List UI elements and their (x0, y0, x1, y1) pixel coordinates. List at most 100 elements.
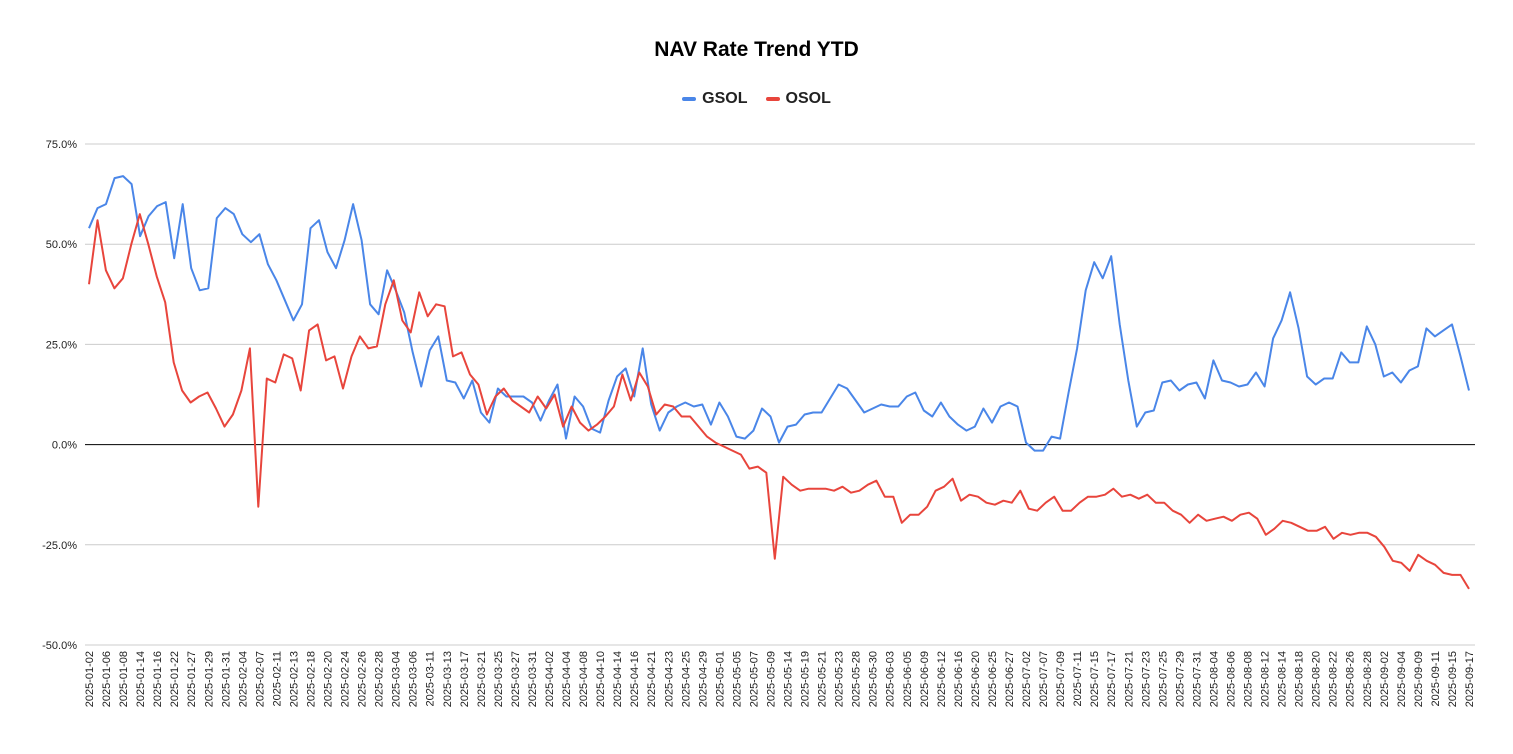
x-tick-label: 2025-09-15 (1447, 651, 1459, 707)
x-tick-label: 2025-03-31 (527, 651, 539, 707)
x-tick-label: 2025-02-18 (305, 651, 317, 707)
x-tick-label: 2025-02-26 (357, 651, 369, 707)
y-tick-label: -25.0% (42, 540, 77, 552)
x-tick-label: 2025-07-25 (1157, 651, 1169, 707)
x-tick-label: 2025-04-14 (612, 651, 624, 707)
x-tick-label: 2025-08-04 (1208, 651, 1220, 707)
x-tick-label: 2025-09-17 (1464, 651, 1476, 707)
x-tick-label: 2025-08-18 (1294, 651, 1306, 707)
x-tick-label: 2025-09-02 (1379, 651, 1391, 707)
x-tick-label: 2025-02-04 (237, 651, 249, 707)
x-tick-label: 2025-03-25 (493, 651, 505, 707)
x-tick-label: 2025-01-29 (203, 651, 215, 707)
y-tick-label: 0.0% (52, 440, 77, 452)
x-tick-label: 2025-07-29 (1174, 651, 1186, 707)
x-tick-label: 2025-02-24 (340, 651, 352, 707)
series-line-osol (88, 213, 1470, 590)
x-tick-label: 2025-06-16 (953, 651, 965, 707)
x-tick-label: 2025-09-04 (1396, 651, 1408, 707)
y-tick-label: 75.0% (46, 139, 77, 151)
x-tick-label: 2025-08-26 (1345, 651, 1357, 707)
x-tick-label: 2025-03-04 (391, 651, 403, 707)
x-tick-label: 2025-04-16 (629, 651, 641, 707)
x-tick-label: 2025-05-09 (765, 651, 777, 707)
y-axis-ticks: 75.0% 50.0% 25.0% 0.0% -25.0% -50.0% (42, 139, 77, 652)
series-line-gsol (88, 175, 1470, 452)
x-tick-label: 2025-06-25 (987, 651, 999, 707)
x-tick-label: 2025-04-21 (646, 651, 658, 707)
x-tick-label: 2025-04-25 (680, 651, 692, 707)
x-tick-label: 2025-09-09 (1413, 651, 1425, 707)
x-tick-label: 2025-05-23 (834, 651, 846, 707)
x-tick-label: 2025-05-05 (731, 651, 743, 707)
x-tick-label: 2025-05-07 (748, 651, 760, 707)
x-tick-label: 2025-04-10 (595, 651, 607, 707)
legend-item-gsol[interactable]: GSOL (682, 90, 748, 108)
x-tick-label: 2025-02-20 (323, 651, 335, 707)
x-tick-label: 2025-03-27 (510, 651, 522, 707)
y-tick-label: -50.0% (42, 640, 77, 652)
x-tick-label: 2025-01-16 (152, 651, 164, 707)
x-tick-label: 2025-05-14 (783, 651, 795, 707)
x-tick-label: 2025-08-28 (1362, 651, 1374, 707)
x-tick-label: 2025-03-13 (442, 651, 454, 707)
x-tick-label: 2025-03-17 (459, 651, 471, 707)
y-tick-label: 25.0% (46, 339, 77, 351)
legend-label-osol: OSOL (785, 90, 831, 107)
x-tick-label: 2025-08-20 (1311, 651, 1323, 707)
x-tick-label: 2025-07-17 (1106, 651, 1118, 707)
x-tick-label: 2025-05-30 (868, 651, 880, 707)
x-tick-label: 2025-06-20 (970, 651, 982, 707)
legend-swatch-gsol (682, 97, 697, 101)
x-tick-label: 2025-07-09 (1055, 651, 1067, 707)
x-axis-ticks: 2025-01-02 2025-01-06 2025-01-08 2025-01-14… (84, 651, 1476, 707)
x-tick-label: 2025-03-06 (408, 651, 420, 707)
x-tick-label: 2025-03-11 (425, 651, 437, 706)
x-tick-label: 2025-01-22 (169, 651, 181, 707)
x-tick-label: 2025-04-23 (663, 651, 675, 707)
x-tick-label: 2025-01-08 (118, 651, 130, 707)
x-tick-label: 2025-02-13 (288, 651, 300, 707)
x-tick-label: 2025-05-19 (800, 651, 812, 707)
x-tick-label: 2025-08-22 (1328, 651, 1340, 707)
x-tick-label: 2025-07-11 (1072, 651, 1084, 706)
x-tick-label: 2025-04-02 (544, 651, 556, 707)
x-tick-label: 2025-05-01 (714, 651, 726, 707)
legend-swatch-osol (765, 97, 780, 101)
x-tick-label: 2025-07-23 (1140, 651, 1152, 707)
chart-title: NAV Rate Trend YTD (654, 38, 859, 61)
x-tick-label: 2025-07-15 (1089, 651, 1101, 707)
x-tick-label: 2025-03-21 (476, 651, 488, 707)
x-tick-label: 2025-01-14 (135, 651, 147, 707)
x-tick-label: 2025-07-07 (1038, 651, 1050, 707)
x-tick-label: 2025-05-28 (851, 651, 863, 707)
x-tick-label: 2025-06-03 (885, 651, 897, 707)
x-tick-label: 2025-04-29 (697, 651, 709, 707)
x-tick-label: 2025-04-04 (561, 651, 573, 707)
x-tick-label: 2025-09-11 (1430, 651, 1442, 706)
x-tick-label: 2025-08-14 (1277, 651, 1289, 707)
x-tick-label: 2025-04-08 (578, 651, 590, 707)
x-tick-label: 2025-01-31 (220, 651, 232, 707)
x-tick-label: 2025-02-11 (271, 651, 283, 706)
legend-label-gsol: GSOL (702, 90, 748, 107)
x-tick-label: 2025-01-02 (84, 651, 96, 707)
x-tick-label: 2025-08-12 (1260, 651, 1272, 707)
x-tick-label: 2025-08-06 (1225, 651, 1237, 707)
x-tick-label: 2025-07-21 (1123, 651, 1135, 707)
x-tick-label: 2025-02-07 (254, 651, 266, 707)
series-layer (88, 175, 1470, 590)
x-tick-label: 2025-01-27 (186, 651, 198, 707)
x-tick-label: 2025-07-02 (1021, 651, 1033, 707)
x-tick-label: 2025-06-09 (919, 651, 931, 707)
x-tick-label: 2025-06-05 (902, 651, 914, 707)
grid-layer (85, 143, 1475, 646)
x-tick-label: 2025-02-28 (374, 651, 386, 707)
legend-item-osol[interactable]: OSOL (765, 90, 831, 108)
legend: GSOL OSOL (0, 90, 1513, 108)
x-tick-label: 2025-06-12 (936, 651, 948, 707)
x-tick-label: 2025-05-21 (817, 651, 829, 707)
x-tick-label: 2025-08-08 (1243, 651, 1255, 707)
x-tick-label: 2025-01-06 (101, 651, 113, 707)
